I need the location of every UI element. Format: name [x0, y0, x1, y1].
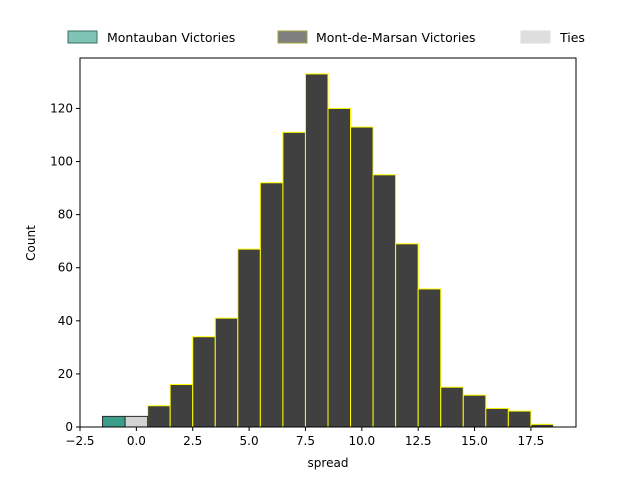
x-tick-label: 5.0: [240, 434, 259, 448]
y-tick-label: 40: [58, 314, 73, 328]
bar-series1-bin15: [485, 407, 509, 428]
x-tick-label: 7.5: [296, 434, 315, 448]
plot-frame: [79, 57, 577, 428]
legend-swatch-montauban: [67, 30, 98, 44]
x-tick-label: 17.5: [518, 434, 545, 448]
bar-series1-bin1: [169, 384, 194, 428]
x-tick-label: 12.5: [405, 434, 432, 448]
bar-series1-bin12: [417, 288, 442, 428]
bar-series1-bin11: [395, 243, 419, 428]
bar-series1-bin7: [304, 73, 329, 428]
bar-series2-bin0: [124, 415, 149, 428]
bar-series1-bin3: [214, 317, 239, 428]
bar-series1-bin5: [259, 182, 284, 428]
legend-label-mont-de-marsan: Mont-de-Marsan Victories: [316, 30, 476, 45]
x-axis-label: spread: [308, 456, 349, 470]
x-axis: −2.5 0.0 2.5 5.0 7.5 10.0 12.5 15.0 17.5: [65, 427, 544, 448]
bar-series1-bin0: [147, 405, 171, 428]
y-tick-label: 60: [58, 261, 73, 275]
legend: Montauban Victories Mont-de-Marsan Victo…: [67, 30, 585, 45]
y-tick-label: 0: [65, 420, 73, 434]
y-tick-label: 100: [50, 155, 73, 169]
bar-series0-bin0: [102, 415, 126, 428]
bars-group: [102, 73, 554, 428]
legend-swatch-mont-de-marsan: [277, 30, 308, 44]
y-axis: 0 20 40 60 80 100 120: [50, 101, 80, 434]
x-tick-label: 10.0: [348, 434, 375, 448]
bar-series1-bin14: [462, 394, 487, 428]
x-tick-label: 15.0: [461, 434, 488, 448]
y-tick-label: 120: [50, 101, 73, 115]
bar-series1-bin4: [237, 248, 261, 428]
legend-label-montauban: Montauban Victories: [107, 30, 235, 45]
bar-series1-bin9: [350, 126, 374, 428]
x-tick-label: −2.5: [65, 434, 94, 448]
bar-series1-bin8: [327, 107, 352, 428]
bar-series1-bin2: [192, 336, 216, 428]
x-tick-label: 2.5: [183, 434, 202, 448]
x-tick-label: 0.0: [127, 434, 146, 448]
y-tick-label: 20: [58, 367, 73, 381]
y-tick-label: 80: [58, 208, 73, 222]
bar-series1-bin10: [372, 174, 397, 428]
bar-series1-bin6: [282, 131, 306, 428]
bar-series1-bin16: [507, 410, 532, 428]
y-axis-label: Count: [24, 225, 38, 261]
bar-series1-bin13: [440, 386, 464, 428]
legend-swatch-ties: [520, 30, 551, 44]
legend-label-ties: Ties: [559, 30, 585, 45]
